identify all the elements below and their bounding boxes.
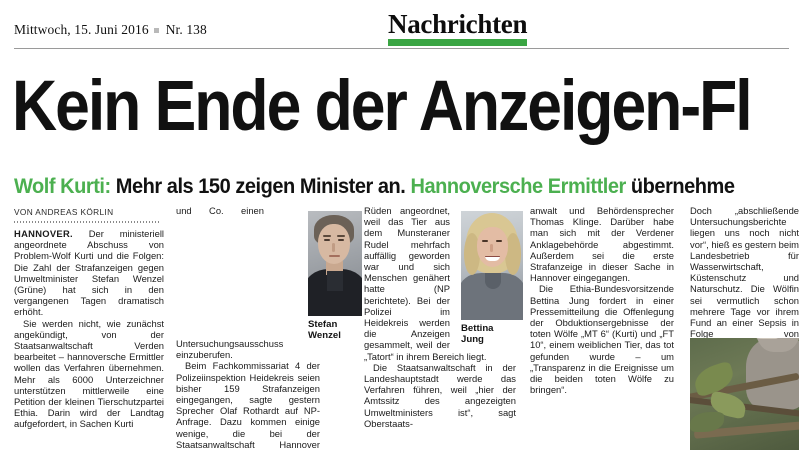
portrait-eyebrow-right (337, 235, 345, 237)
byline-dotted-rule (14, 221, 160, 223)
section-underline-bar (388, 39, 528, 46)
subheadline-tail-black: übernehme (625, 174, 735, 198)
caption-line-1: Stefan (308, 319, 338, 330)
paragraph-text: Der ministeriell angeordnete Abschuss vo… (14, 228, 164, 318)
portrait-eye-left (482, 240, 488, 243)
paragraph: anwalt und Behördensprecher Thomas Kling… (530, 205, 674, 283)
stefan-wenzel-caption: Stefan Wenzel (308, 319, 364, 341)
body-column-2: und Co. einen Untersuchungsausschuss ein… (176, 205, 320, 450)
portrait-eyebrow-left (323, 235, 331, 237)
paragraph: Die Staatsanwaltschaft in der Landeshaup… (364, 362, 516, 429)
section-title: Nachrichten (388, 9, 528, 39)
portrait-mouth (485, 256, 500, 261)
paragraph: Sie werden nicht, wie zunächst angekündi… (14, 318, 164, 430)
dateline-lead-city: HANNOVER. (14, 228, 73, 239)
portrait-eye-right (338, 239, 344, 242)
portrait-frame (461, 211, 523, 320)
paragraph: Rüden angeordnet, weil das Tier aus dem … (364, 205, 516, 362)
paragraph: und Co. einen Untersuchungsausschuss ein… (176, 205, 320, 360)
paragraph: HANNOVER. Der ministeriell angeordnete A… (14, 228, 164, 318)
bettina-jung-caption: Bettina Jung (461, 323, 523, 345)
paragraph-text: anwalt und Behördensprecher Thomas Kling… (530, 205, 674, 284)
portrait-eye-right (496, 240, 502, 243)
body-column-1: HANNOVER. Der ministeriell angeordnete A… (14, 228, 164, 450)
portrait-nose (332, 243, 335, 252)
wolf-muzzle (748, 338, 778, 339)
wolf-photo (690, 338, 799, 450)
portrait-frame (308, 211, 362, 316)
caption-line-1: Bettina (461, 323, 494, 334)
paragraph-text: Sie werden nicht, wie zunächst angekündi… (14, 317, 164, 430)
subheadline-green-2: Hannoversche Ermittler (410, 174, 626, 198)
masthead: Mittwoch, 15. Juni 2016 Nr. 138 Nachricht… (0, 0, 799, 52)
paragraph-text: Rüden angeordnet, weil das Tier aus dem … (364, 205, 487, 362)
portrait-hair-right (505, 233, 521, 275)
portrait-nose (490, 244, 493, 252)
body-column-3: Rüden angeordnet, weil das Tier aus dem … (364, 205, 516, 450)
foliage (690, 412, 724, 432)
dateline-issue: Nr. 138 (165, 22, 207, 37)
portrait-eye-left (324, 239, 330, 242)
portrait-vneck (485, 273, 501, 289)
body-column-4: anwalt und Behördensprecher Thomas Kling… (530, 205, 674, 450)
portrait-shirt (327, 271, 343, 291)
article-byline: VON ANDREAS KÖRLIN (14, 207, 114, 217)
caption-line-2: Jung (461, 334, 484, 345)
paragraph-text: Die Staatsanwaltschaft in der Landeshaup… (364, 361, 516, 429)
page-headline: Kein Ende der Anzeigen-Fl (12, 67, 753, 146)
paragraph-text: Beim Fachkommissariat 4 der Polizeiinspe… (176, 360, 320, 450)
wolf-head (756, 338, 799, 352)
paragraph-text: Die Ethia-Bundesvorsitzende Bettina Jung… (530, 283, 674, 396)
portrait-hair-left (464, 233, 480, 275)
masthead-horizontal-rule (14, 48, 789, 49)
section-header: Nachrichten (388, 10, 527, 46)
bettina-jung-portrait (461, 211, 523, 320)
caption-line-2: Wenzel (308, 330, 341, 341)
subheadline-mid-black: Mehr als 150 zeigen Minister an. (110, 174, 411, 198)
dateline-separator-square (153, 27, 159, 33)
subheadline-lead-green: Wolf Kurti: (14, 174, 111, 198)
paragraph-text: und Co. einen Untersuchungsausschuss ein… (176, 205, 284, 361)
dateline: Mittwoch, 15. Juni 2016 Nr. 138 (14, 22, 207, 38)
dateline-date: Mittwoch, 15. Juni 2016 (14, 22, 149, 37)
paragraph: Beim Fachkommissariat 4 der Polizeiinspe… (176, 360, 320, 450)
stefan-wenzel-portrait (308, 211, 362, 316)
portrait-mouth (329, 255, 340, 257)
paragraph: Die Ethia-Bundesvorsitzende Bettina Jung… (530, 283, 674, 395)
page-subheadline: Wolf Kurti: Mehr als 150 zeigen Minister… (14, 174, 799, 198)
